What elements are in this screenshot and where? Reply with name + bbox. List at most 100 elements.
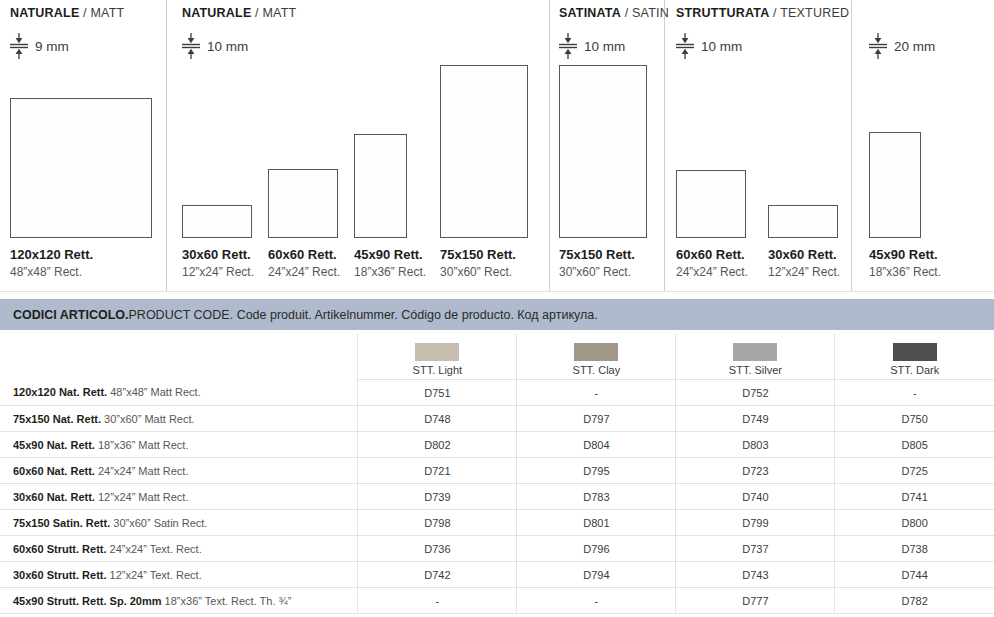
code-cell: D744 <box>835 562 994 588</box>
tile-block: 60x60 Rett. 24”x24” Rect. <box>676 170 748 279</box>
row-size-label: 60x60 Nat. Rett. <box>13 465 95 477</box>
tile-inches-label: 18”x36” Rect. <box>869 265 941 279</box>
tile-size-label: 120x120 Rett. <box>10 247 152 262</box>
tile-block: 120x120 Rett. 48”x48” Rect. <box>10 98 152 279</box>
code-cell: D721 <box>358 458 517 484</box>
thickness-row: 20 mm <box>869 32 994 60</box>
tile-shape-45x90 <box>354 134 407 238</box>
code-cell: D804 <box>517 432 676 458</box>
tile-inches-label: 12”x24” Rect. <box>768 265 840 279</box>
section-satinata-10mm: SATINATA / SATIN 10 mm 75x150 Rett. 30”x… <box>550 0 665 291</box>
tile-shape-120x120 <box>10 98 152 238</box>
section-title <box>869 6 994 24</box>
code-cell: D748 <box>358 406 517 432</box>
code-cell: - <box>517 380 676 406</box>
section-title-finish: NATURALE <box>10 6 79 20</box>
tile-shape-60x60 <box>268 169 338 238</box>
tile-shape-30x60 <box>768 205 838 238</box>
color-swatch-light <box>415 343 459 361</box>
code-bar-title: CODICI ARTICOLO. <box>13 308 129 322</box>
tile-block: 60x60 Rett. 24”x24” Rect. <box>268 169 340 279</box>
tile-size-label: 30x60 Rett. <box>182 247 254 262</box>
code-cell: D740 <box>676 484 835 510</box>
tiles-row: 45x90 Rett. 18”x36” Rect. <box>869 132 994 279</box>
row-size-label: 30x60 Strutt. Rett. <box>13 569 107 581</box>
tile-block: 45x90 Rett. 18”x36” Rect. <box>354 134 426 279</box>
tile-inches-label: 18”x36” Rect. <box>354 265 426 279</box>
code-cell: D797 <box>517 406 676 432</box>
section-strutturata-10mm: STRUTTURATA / TEXTURED 10 mm 60x60 Rett.… <box>665 0 852 291</box>
code-cell: - <box>835 380 994 406</box>
code-cell: - <box>517 588 676 614</box>
color-column-silver: STT. Silver <box>676 334 835 380</box>
thickness-icon <box>676 33 694 59</box>
code-cell: D802 <box>358 432 517 458</box>
color-swatch-clay <box>574 343 618 361</box>
color-column-clay: STT. Clay <box>517 334 676 380</box>
code-cell: D737 <box>676 536 835 562</box>
code-cell: D801 <box>517 510 676 536</box>
table-row: 75x150 Nat. Rett. 30”x60” Matt Rect. D74… <box>0 406 994 432</box>
tiles-row: 120x120 Rett. 48”x48” Rect. <box>10 98 166 279</box>
table-row: 60x60 Strutt. Rett. 24”x24” Text. Rect. … <box>0 536 994 562</box>
code-bar-translations: PRODUCT CODE. Code produit. Artikelnumme… <box>129 308 598 322</box>
row-size-label: 60x60 Strutt. Rett. <box>13 543 107 555</box>
thickness-row: 10 mm <box>676 32 851 60</box>
code-cell: D800 <box>835 510 994 536</box>
row-desc-label: 24”x24” Matt Rect. <box>95 465 189 477</box>
tile-size-label: 30x60 Rett. <box>768 247 840 262</box>
thickness-icon <box>869 33 887 59</box>
code-cell: D805 <box>835 432 994 458</box>
code-cell: D783 <box>517 484 676 510</box>
row-size-label: 75x150 Satin. Rett. <box>13 517 110 529</box>
product-code-bar: CODICI ARTICOLO. PRODUCT CODE. Code prod… <box>0 299 994 330</box>
section-title-translation: / TEXTURED <box>769 6 849 20</box>
tiles-row: 60x60 Rett. 24”x24” Rect. 30x60 Rett. 12… <box>676 170 851 279</box>
section-title: SATINATA / SATIN <box>559 6 664 24</box>
tile-size-label: 45x90 Rett. <box>869 247 941 262</box>
section-title: NATURALE / MATT <box>182 6 549 24</box>
tile-shape-30x60 <box>182 205 252 238</box>
row-desc-label: 18”x36” Text. Rect. Th. ¾” <box>162 595 292 607</box>
row-desc-label: 30”x60” Satin Rect. <box>110 517 207 529</box>
row-size-label: 45x90 Strutt. Rett. Sp. 20mm <box>13 595 162 607</box>
row-desc-label: 48”x48” Matt Rect. <box>107 386 201 398</box>
row-desc-label: 18”x36” Matt Rect. <box>95 439 189 451</box>
color-column-label: STT. Clay <box>517 364 675 376</box>
code-cell: D750 <box>835 406 994 432</box>
color-column-light: STT. Light <box>358 334 517 380</box>
thickness-value: 9 mm <box>35 39 69 54</box>
tile-block: 30x60 Rett. 12”x24” Rect. <box>768 205 840 279</box>
color-column-label: STT. Silver <box>676 364 834 376</box>
tile-shape-45x90 <box>869 132 921 238</box>
tile-shape-75x150 <box>559 65 647 238</box>
code-cell: D736 <box>358 536 517 562</box>
tile-inches-label: 12”x24” Rect. <box>182 265 254 279</box>
tile-block: 75x150 Rett. 30”x60” Rect. <box>440 65 528 279</box>
tile-size-label: 75x150 Rett. <box>559 247 647 262</box>
section-title-finish: SATINATA <box>559 6 621 20</box>
tile-shape-75x150 <box>440 65 528 238</box>
code-cell: D739 <box>358 484 517 510</box>
tile-size-label: 60x60 Rett. <box>268 247 340 262</box>
table-row: 120x120 Nat. Rett. 48”x48” Matt Rect. D7… <box>0 380 994 406</box>
row-desc-label: 24”x24” Text. Rect. <box>107 543 202 555</box>
thickness-value: 20 mm <box>894 39 935 54</box>
section-naturale-9mm: NATURALE / MATT 9 mm 120x120 Rett. 48”x4… <box>0 0 167 291</box>
code-cell: - <box>358 588 517 614</box>
code-cell: D798 <box>358 510 517 536</box>
section-title-translation: / MATT <box>79 6 124 20</box>
section-strutturata-20mm: 20 mm 45x90 Rett. 18”x36” Rect. <box>852 0 994 291</box>
product-code-table: STT. Light STT. Clay STT. Silver STT. Da… <box>0 334 994 614</box>
section-naturale-10mm: NATURALE / MATT 10 mm 30x60 Rett. 12”x24… <box>167 0 550 291</box>
color-column-label: STT. Dark <box>835 364 994 376</box>
section-title-finish: NATURALE <box>182 6 251 20</box>
code-cell: D777 <box>676 588 835 614</box>
thickness-icon <box>182 33 200 59</box>
section-title: STRUTTURATA / TEXTURED <box>676 6 851 24</box>
row-desc-label: 12”x24” Matt Rect. <box>95 491 189 503</box>
format-sections-area: NATURALE / MATT 9 mm 120x120 Rett. 48”x4… <box>0 0 994 292</box>
code-cell: D782 <box>835 588 994 614</box>
thickness-value: 10 mm <box>701 39 742 54</box>
row-size-label: 45x90 Nat. Rett. <box>13 439 95 451</box>
